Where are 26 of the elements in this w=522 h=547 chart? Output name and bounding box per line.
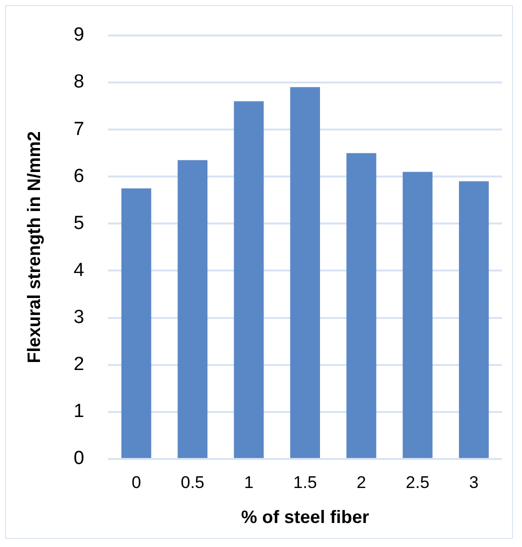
x-tick-label: 1 — [244, 472, 254, 492]
bar — [346, 153, 376, 458]
bar — [178, 160, 208, 458]
y-tick-label: 1 — [74, 401, 84, 422]
bar — [402, 172, 433, 458]
bar — [234, 101, 264, 458]
x-axis-title: % of steel fiber — [241, 507, 370, 528]
bar — [121, 188, 152, 458]
y-tick-label: 9 — [74, 24, 84, 46]
x-tick-label: 3 — [469, 472, 479, 492]
y-axis-title: Flexural strength in N/mm2 — [24, 131, 44, 364]
x-tick-label: 2 — [356, 472, 366, 492]
bar — [458, 181, 489, 458]
y-tick-label: 0 — [74, 448, 84, 470]
y-tick-label: 8 — [74, 72, 84, 93]
x-tick-label: 1.5 — [293, 472, 317, 492]
x-tick-label: 0.5 — [180, 472, 204, 492]
y-tick-label: 6 — [74, 166, 84, 187]
y-tick-label: 3 — [74, 307, 84, 328]
y-tick-label: 7 — [74, 118, 84, 140]
x-tick-label: 2.5 — [406, 472, 430, 492]
y-tick-label: 2 — [74, 354, 84, 376]
y-tick-label: 4 — [74, 260, 85, 281]
x-tick-label: 0 — [132, 472, 142, 492]
bar — [290, 87, 320, 458]
y-tick-label: 5 — [74, 212, 84, 234]
